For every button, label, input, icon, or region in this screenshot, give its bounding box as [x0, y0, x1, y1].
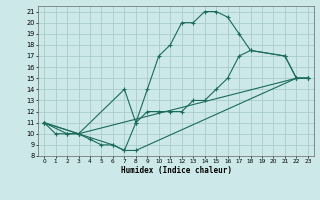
X-axis label: Humidex (Indice chaleur): Humidex (Indice chaleur)	[121, 166, 231, 175]
